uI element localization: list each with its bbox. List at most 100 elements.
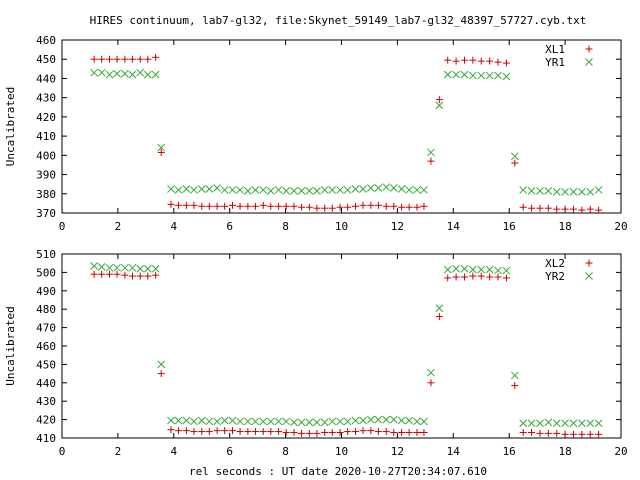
data-point	[477, 272, 485, 280]
data-point	[152, 53, 160, 61]
data-point	[151, 264, 160, 273]
data-point	[144, 55, 152, 63]
data-point	[519, 203, 527, 211]
data-point	[486, 273, 494, 281]
data-point	[267, 202, 275, 210]
x-tick-label: 12	[391, 445, 404, 458]
series-yr1	[90, 68, 603, 196]
data-point	[374, 184, 383, 192]
data-point	[544, 429, 552, 437]
data-point	[502, 266, 511, 275]
data-point	[328, 428, 336, 436]
data-point	[359, 427, 367, 435]
series-xl1	[90, 53, 603, 214]
data-point	[320, 418, 329, 427]
data-point	[374, 428, 382, 436]
data-point	[182, 416, 191, 425]
data-point	[382, 183, 391, 191]
data-point	[259, 428, 267, 436]
data-point	[561, 205, 569, 213]
plot-frame	[61, 39, 622, 214]
y-tick-label: 510	[36, 248, 56, 261]
data-point	[366, 415, 375, 424]
data-point	[313, 187, 321, 195]
legend-label: YR1	[545, 56, 565, 69]
data-point	[313, 204, 321, 212]
series-yr2	[90, 262, 603, 428]
data-point	[552, 188, 561, 196]
x-tick-label: 2	[115, 445, 122, 458]
data-point	[359, 416, 367, 425]
x-tick-label: 14	[447, 220, 461, 233]
data-point	[236, 417, 244, 426]
data-point	[578, 430, 586, 438]
data-point	[444, 274, 452, 282]
panels: 0 2 4 6 8 10 12 14 16 18 2037038039040041042043044…	[4, 34, 628, 458]
data-point	[398, 203, 406, 211]
data-point	[205, 202, 213, 210]
data-point	[282, 187, 291, 195]
data-point	[197, 416, 206, 425]
data-point	[536, 429, 544, 437]
data-point	[344, 203, 352, 211]
y-tick-label: 460	[36, 340, 56, 353]
data-point	[519, 419, 528, 428]
data-point	[413, 203, 421, 211]
data-point	[427, 379, 435, 387]
data-point	[213, 184, 221, 192]
data-point	[152, 271, 160, 279]
y-tick-label: 440	[36, 72, 56, 85]
data-point	[244, 417, 252, 426]
data-point	[477, 71, 486, 80]
data-point	[435, 96, 443, 104]
data-point	[420, 202, 428, 210]
x-tick-label: 2	[115, 220, 122, 233]
data-point	[105, 263, 114, 272]
data-point	[128, 263, 137, 272]
data-point	[157, 148, 165, 156]
data-point	[106, 55, 114, 63]
data-point	[405, 428, 413, 436]
data-point	[282, 428, 290, 436]
data-point	[157, 143, 166, 152]
data-point	[578, 206, 586, 214]
data-point	[595, 430, 603, 438]
data-point	[182, 201, 190, 209]
data-point	[443, 265, 452, 274]
legend-label: YR2	[545, 270, 565, 283]
data-point	[305, 203, 313, 211]
data-point	[297, 418, 306, 427]
x-tick-label: 4	[170, 220, 177, 233]
data-point	[328, 204, 336, 212]
data-point	[228, 427, 236, 435]
data-point	[460, 264, 469, 273]
y-tick-label: 370	[36, 207, 56, 220]
x-tick-label: 0	[59, 220, 66, 233]
y-tick-label: 390	[36, 169, 56, 182]
data-point	[366, 184, 375, 192]
legend-marker	[585, 58, 593, 66]
data-point	[382, 415, 391, 424]
data-point	[413, 186, 421, 194]
data-point	[460, 56, 468, 64]
data-point	[553, 205, 561, 213]
data-point	[336, 417, 344, 426]
data-point	[536, 419, 544, 428]
data-point	[244, 428, 252, 436]
data-point	[452, 273, 460, 281]
data-point	[313, 429, 321, 437]
x-tick-label: 12	[391, 220, 404, 233]
y-tick-label: 460	[36, 34, 56, 47]
data-point	[595, 206, 603, 214]
data-point	[236, 202, 244, 210]
data-point	[494, 58, 502, 66]
data-point	[121, 263, 129, 272]
data-point	[389, 415, 398, 424]
data-point	[298, 203, 306, 211]
data-point	[435, 101, 444, 110]
data-point	[251, 417, 260, 426]
data-point	[266, 187, 275, 195]
data-point	[452, 264, 460, 273]
data-point	[586, 419, 595, 428]
